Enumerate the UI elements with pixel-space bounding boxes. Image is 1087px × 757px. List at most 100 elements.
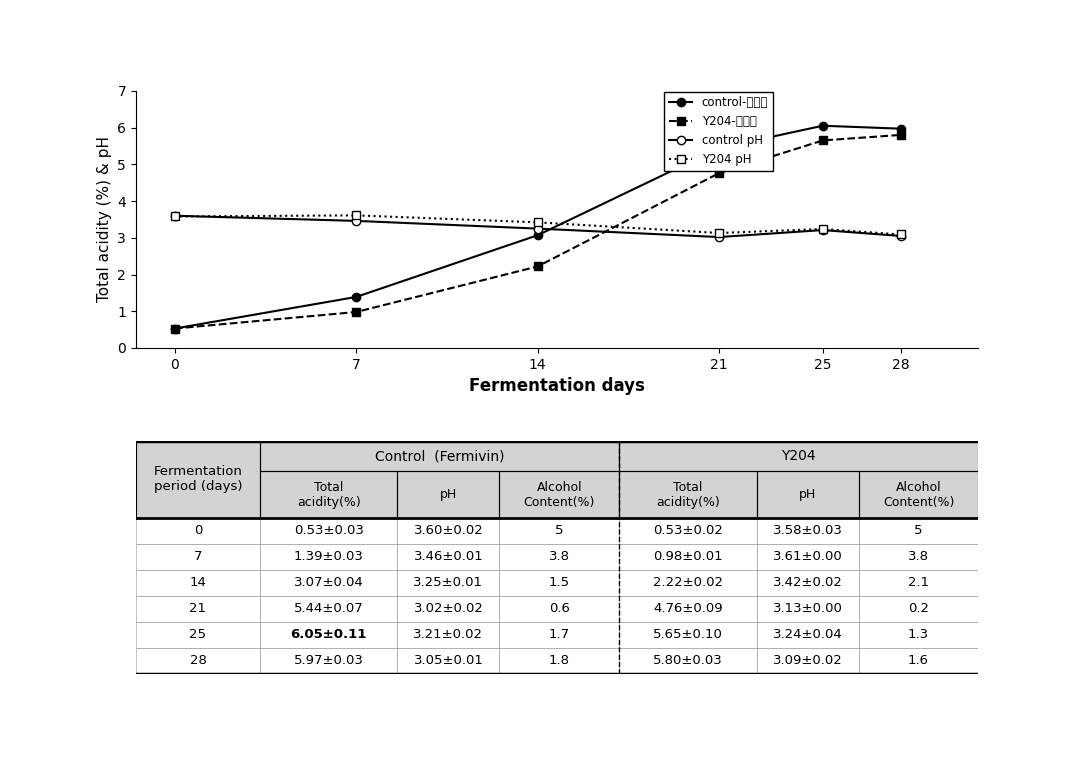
Bar [136, 570, 260, 596]
Text: 5.65±0.10: 5.65±0.10 [653, 628, 723, 641]
Text: 3.58±0.03: 3.58±0.03 [773, 525, 842, 537]
Bar [859, 648, 978, 674]
Bar [859, 544, 978, 570]
Text: 7: 7 [193, 550, 202, 563]
Text: 3.05±0.01: 3.05±0.01 [413, 654, 484, 667]
Text: 2.22±0.02: 2.22±0.02 [653, 576, 723, 589]
Bar [398, 596, 499, 621]
Bar [620, 518, 757, 544]
Bar [859, 621, 978, 648]
Bar [499, 518, 620, 544]
Bar [757, 570, 859, 596]
Text: Total
acidity(%): Total acidity(%) [297, 481, 361, 509]
Bar [260, 570, 398, 596]
Bar [620, 596, 757, 621]
Bar [859, 472, 978, 518]
Text: 1.3: 1.3 [908, 628, 929, 641]
Text: 6.05±0.11: 6.05±0.11 [290, 628, 367, 641]
Text: 3.8: 3.8 [908, 550, 929, 563]
Text: pH: pH [440, 488, 458, 501]
Text: 0.6: 0.6 [549, 603, 570, 615]
Bar [136, 518, 260, 544]
Y204 pH [816, 224, 829, 233]
Text: 3.46±0.01: 3.46±0.01 [413, 550, 484, 563]
Bar [757, 596, 859, 621]
Bar [620, 570, 757, 596]
Y204 pH [350, 211, 363, 220]
control pH [713, 232, 726, 241]
Text: Alcohol
Content(%): Alcohol Content(%) [524, 481, 595, 509]
Bar [136, 648, 260, 674]
Text: 1.6: 1.6 [908, 654, 929, 667]
Bar [260, 472, 398, 518]
Bar [260, 518, 398, 544]
Bar [398, 472, 499, 518]
Bar [757, 518, 859, 544]
Bar [757, 621, 859, 648]
Text: Control  (Fermivin): Control (Fermivin) [375, 449, 504, 463]
Text: 21: 21 [189, 603, 207, 615]
Bar [499, 544, 620, 570]
Y204-총산도 [894, 130, 907, 139]
Text: 14: 14 [189, 576, 207, 589]
Y204 pH [713, 229, 726, 238]
Legend: control-총산도, Y204-총산도, control pH, Y204 pH: control-총산도, Y204-총산도, control pH, Y204 … [664, 92, 773, 171]
Text: 25: 25 [189, 628, 207, 641]
Bar [398, 621, 499, 648]
Text: 3.25±0.01: 3.25±0.01 [413, 576, 484, 589]
Text: 3.02±0.02: 3.02±0.02 [413, 603, 484, 615]
Bar [620, 441, 978, 472]
Line: control-총산도: control-총산도 [171, 122, 904, 332]
Y204-총산도 [350, 307, 363, 316]
Bar [499, 648, 620, 674]
Y204-총산도 [816, 136, 829, 145]
control-총산도 [532, 231, 545, 240]
control-총산도 [894, 124, 907, 133]
Text: 0: 0 [193, 525, 202, 537]
Bar [620, 441, 978, 472]
Text: 1.7: 1.7 [549, 628, 570, 641]
Bar [757, 544, 859, 570]
control-총산도 [713, 144, 726, 153]
Y204-총산도 [168, 324, 182, 333]
Text: Alcohol
Content(%): Alcohol Content(%) [883, 481, 954, 509]
Bar [136, 596, 260, 621]
Line: Y204 pH: Y204 pH [171, 211, 904, 238]
Text: 3.61±0.00: 3.61±0.00 [773, 550, 842, 563]
Bar [398, 518, 499, 544]
Text: 0.98±0.01: 0.98±0.01 [653, 550, 723, 563]
control pH [532, 224, 545, 233]
Text: 3.24±0.04: 3.24±0.04 [773, 628, 842, 641]
Bar [859, 596, 978, 621]
Text: 0.2: 0.2 [908, 603, 929, 615]
Text: pH: pH [799, 488, 816, 501]
Bar [620, 648, 757, 674]
Bar [260, 648, 398, 674]
Y204-총산도 [713, 169, 726, 178]
control-총산도 [168, 324, 182, 333]
X-axis label: Fermentation days: Fermentation days [470, 377, 645, 395]
Text: 5.44±0.07: 5.44±0.07 [293, 603, 364, 615]
Text: 5.80±0.03: 5.80±0.03 [653, 654, 723, 667]
Bar [260, 472, 398, 518]
Bar [757, 472, 859, 518]
Bar [620, 544, 757, 570]
Text: 5.97±0.03: 5.97±0.03 [293, 654, 364, 667]
Bar [260, 596, 398, 621]
Text: 3.09±0.02: 3.09±0.02 [773, 654, 842, 667]
Text: Total
acidity(%): Total acidity(%) [657, 481, 720, 509]
Bar [260, 441, 620, 472]
Text: 3.8: 3.8 [549, 550, 570, 563]
Bar [499, 472, 620, 518]
Text: 4.76±0.09: 4.76±0.09 [653, 603, 723, 615]
Text: 3.13±0.00: 3.13±0.00 [773, 603, 842, 615]
Bar [620, 621, 757, 648]
Line: Y204-총산도: Y204-총산도 [171, 131, 904, 332]
Text: 3.60±0.02: 3.60±0.02 [413, 525, 484, 537]
Bar [398, 544, 499, 570]
Text: 1.8: 1.8 [549, 654, 570, 667]
Bar [757, 648, 859, 674]
Y204 pH [894, 230, 907, 239]
Bar [499, 621, 620, 648]
Y204 pH [168, 212, 182, 221]
